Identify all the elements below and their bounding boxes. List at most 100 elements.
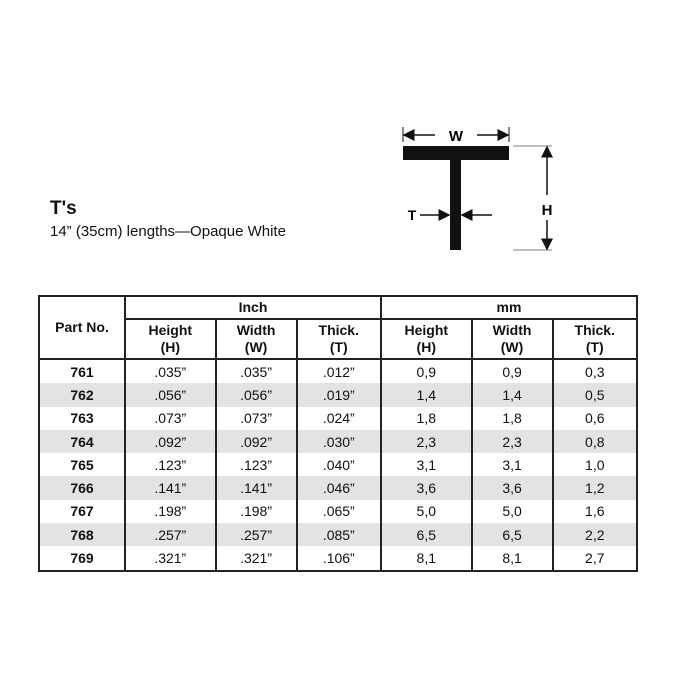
column-header-line: (W) (500, 339, 524, 355)
value-cell: 3,1 (379, 453, 473, 477)
value-cell: 6,5 (379, 523, 473, 547)
value-cell: .085” (295, 523, 382, 547)
value-cell: .257” (124, 523, 217, 547)
table-row: 765.123” .123” .040” 3,1 3,1 1,0 (38, 453, 639, 477)
mm-group-header: mm (379, 295, 639, 320)
part-number-cell: 765 (38, 453, 126, 477)
t-profile-diagram: W H T (402, 127, 553, 251)
column-header: Height (H) (124, 319, 217, 360)
column-header: Width (W) (470, 319, 554, 360)
value-cell: .035” (214, 359, 298, 384)
column-header: Height (H) (379, 319, 473, 360)
value-cell: 1,8 (379, 406, 473, 430)
value-cell: 1,4 (470, 383, 554, 407)
t-flange (403, 146, 509, 160)
column-header: Thick. (T) (551, 319, 639, 360)
table-row: 768.257” .257” .085” 6,5 6,5 2,2 (38, 523, 639, 547)
value-cell: .073” (124, 406, 217, 430)
value-cell: 2,2 (551, 523, 639, 547)
value-cell: 0,9 (379, 359, 473, 384)
column-header-line: (H) (160, 339, 180, 355)
value-cell: 8,1 (470, 546, 554, 572)
value-cell: .141” (214, 476, 298, 500)
column-header-line: (T) (329, 339, 348, 355)
value-cell: 3,6 (379, 476, 473, 500)
value-cell: .123” (214, 453, 298, 477)
value-cell: .073” (214, 406, 298, 430)
column-header-line: (H) (416, 339, 436, 355)
table-row: 767.198” .198” .065” 5,0 5,0 1,6 (38, 499, 639, 524)
value-cell: 3,1 (470, 453, 554, 477)
value-cell: 1,0 (551, 453, 639, 477)
table-row: 763.073” .073” .024” 1,8 1,8 0,6 (38, 406, 639, 430)
column-header: Thick. (T) (295, 319, 382, 360)
value-cell: 8,1 (379, 546, 473, 572)
value-cell: .198” (124, 499, 217, 524)
table-row: 762.056” .056” .019” 1,4 1,4 0,5 (38, 383, 639, 407)
column-header-line: Thick. (318, 322, 359, 338)
table-row: 764.092” .092” .030” 2,3 2,3 0,8 (38, 429, 639, 454)
value-cell: 2,3 (470, 429, 554, 454)
column-header-line: Height (148, 322, 193, 338)
value-cell: .056” (214, 383, 298, 407)
value-cell: .046” (295, 476, 382, 500)
table-row: 769.321” .321” .106” 8,1 8,1 2,7 (38, 546, 639, 572)
value-cell: 1,2 (551, 476, 639, 500)
value-cell: .065” (295, 499, 382, 524)
value-cell: .257” (214, 523, 298, 547)
value-cell: 0,8 (551, 429, 639, 454)
value-cell: .198” (214, 499, 298, 524)
column-header-line: Width (236, 322, 276, 338)
value-cell: .030” (295, 429, 382, 454)
table-row: 761.035” .035” .012” 0,9 0,9 0,3 (38, 359, 639, 384)
part-number-cell: 761 (38, 359, 126, 384)
value-cell: .141” (124, 476, 217, 500)
part-number-cell: 766 (38, 476, 126, 500)
dimensions-table: Part No. Inch mm Height (H) Width (W) Thick.… (38, 295, 639, 572)
value-cell: .035” (124, 359, 217, 384)
inch-group-header: Inch (124, 295, 382, 320)
part-number-cell: 764 (38, 429, 126, 454)
column-header-line: Width (492, 322, 532, 338)
value-cell: .092” (214, 429, 298, 454)
column-header: Width (W) (214, 319, 298, 360)
value-cell: 0,5 (551, 383, 639, 407)
table-row: 766.141” .141” .046” 3,6 3,6 1,2 (38, 476, 639, 500)
value-cell: 2,7 (551, 546, 639, 572)
column-header-line: (T) (585, 339, 604, 355)
part-number-cell: 763 (38, 406, 126, 430)
value-cell: .056” (124, 383, 217, 407)
value-cell: 1,4 (379, 383, 473, 407)
value-cell: 0,6 (551, 406, 639, 430)
value-cell: 3,6 (470, 476, 554, 500)
product-subtitle: 14” (35cm) lengths—Opaque White (50, 223, 286, 240)
value-cell: 0,3 (551, 359, 639, 384)
value-cell: .321” (214, 546, 298, 572)
thickness-label: T (408, 207, 417, 223)
part-number-cell: 762 (38, 383, 126, 407)
column-header-line: (W) (244, 339, 268, 355)
part-number-cell: 768 (38, 523, 126, 547)
value-cell: .092” (124, 429, 217, 454)
product-title: T's (50, 198, 77, 219)
value-cell: .321” (124, 546, 217, 572)
column-header-line: Height (404, 322, 449, 338)
value-cell: .019” (295, 383, 382, 407)
width-label: W (449, 128, 464, 145)
value-cell: .123” (124, 453, 217, 477)
value-cell: .012” (295, 359, 382, 384)
value-cell: 5,0 (379, 499, 473, 524)
column-header-line: Thick. (574, 322, 615, 338)
t-stem (450, 160, 461, 250)
value-cell: 5,0 (470, 499, 554, 524)
value-cell: 2,3 (379, 429, 473, 454)
value-cell: 1,6 (551, 499, 639, 524)
value-cell: 1,8 (470, 406, 554, 430)
part-number-cell: 769 (38, 546, 126, 572)
part-no-header: Part No. (38, 295, 126, 360)
value-cell: .024” (295, 406, 382, 430)
height-label: H (542, 202, 553, 219)
value-cell: .106” (295, 546, 382, 572)
value-cell: 6,5 (470, 523, 554, 547)
value-cell: 0,9 (470, 359, 554, 384)
